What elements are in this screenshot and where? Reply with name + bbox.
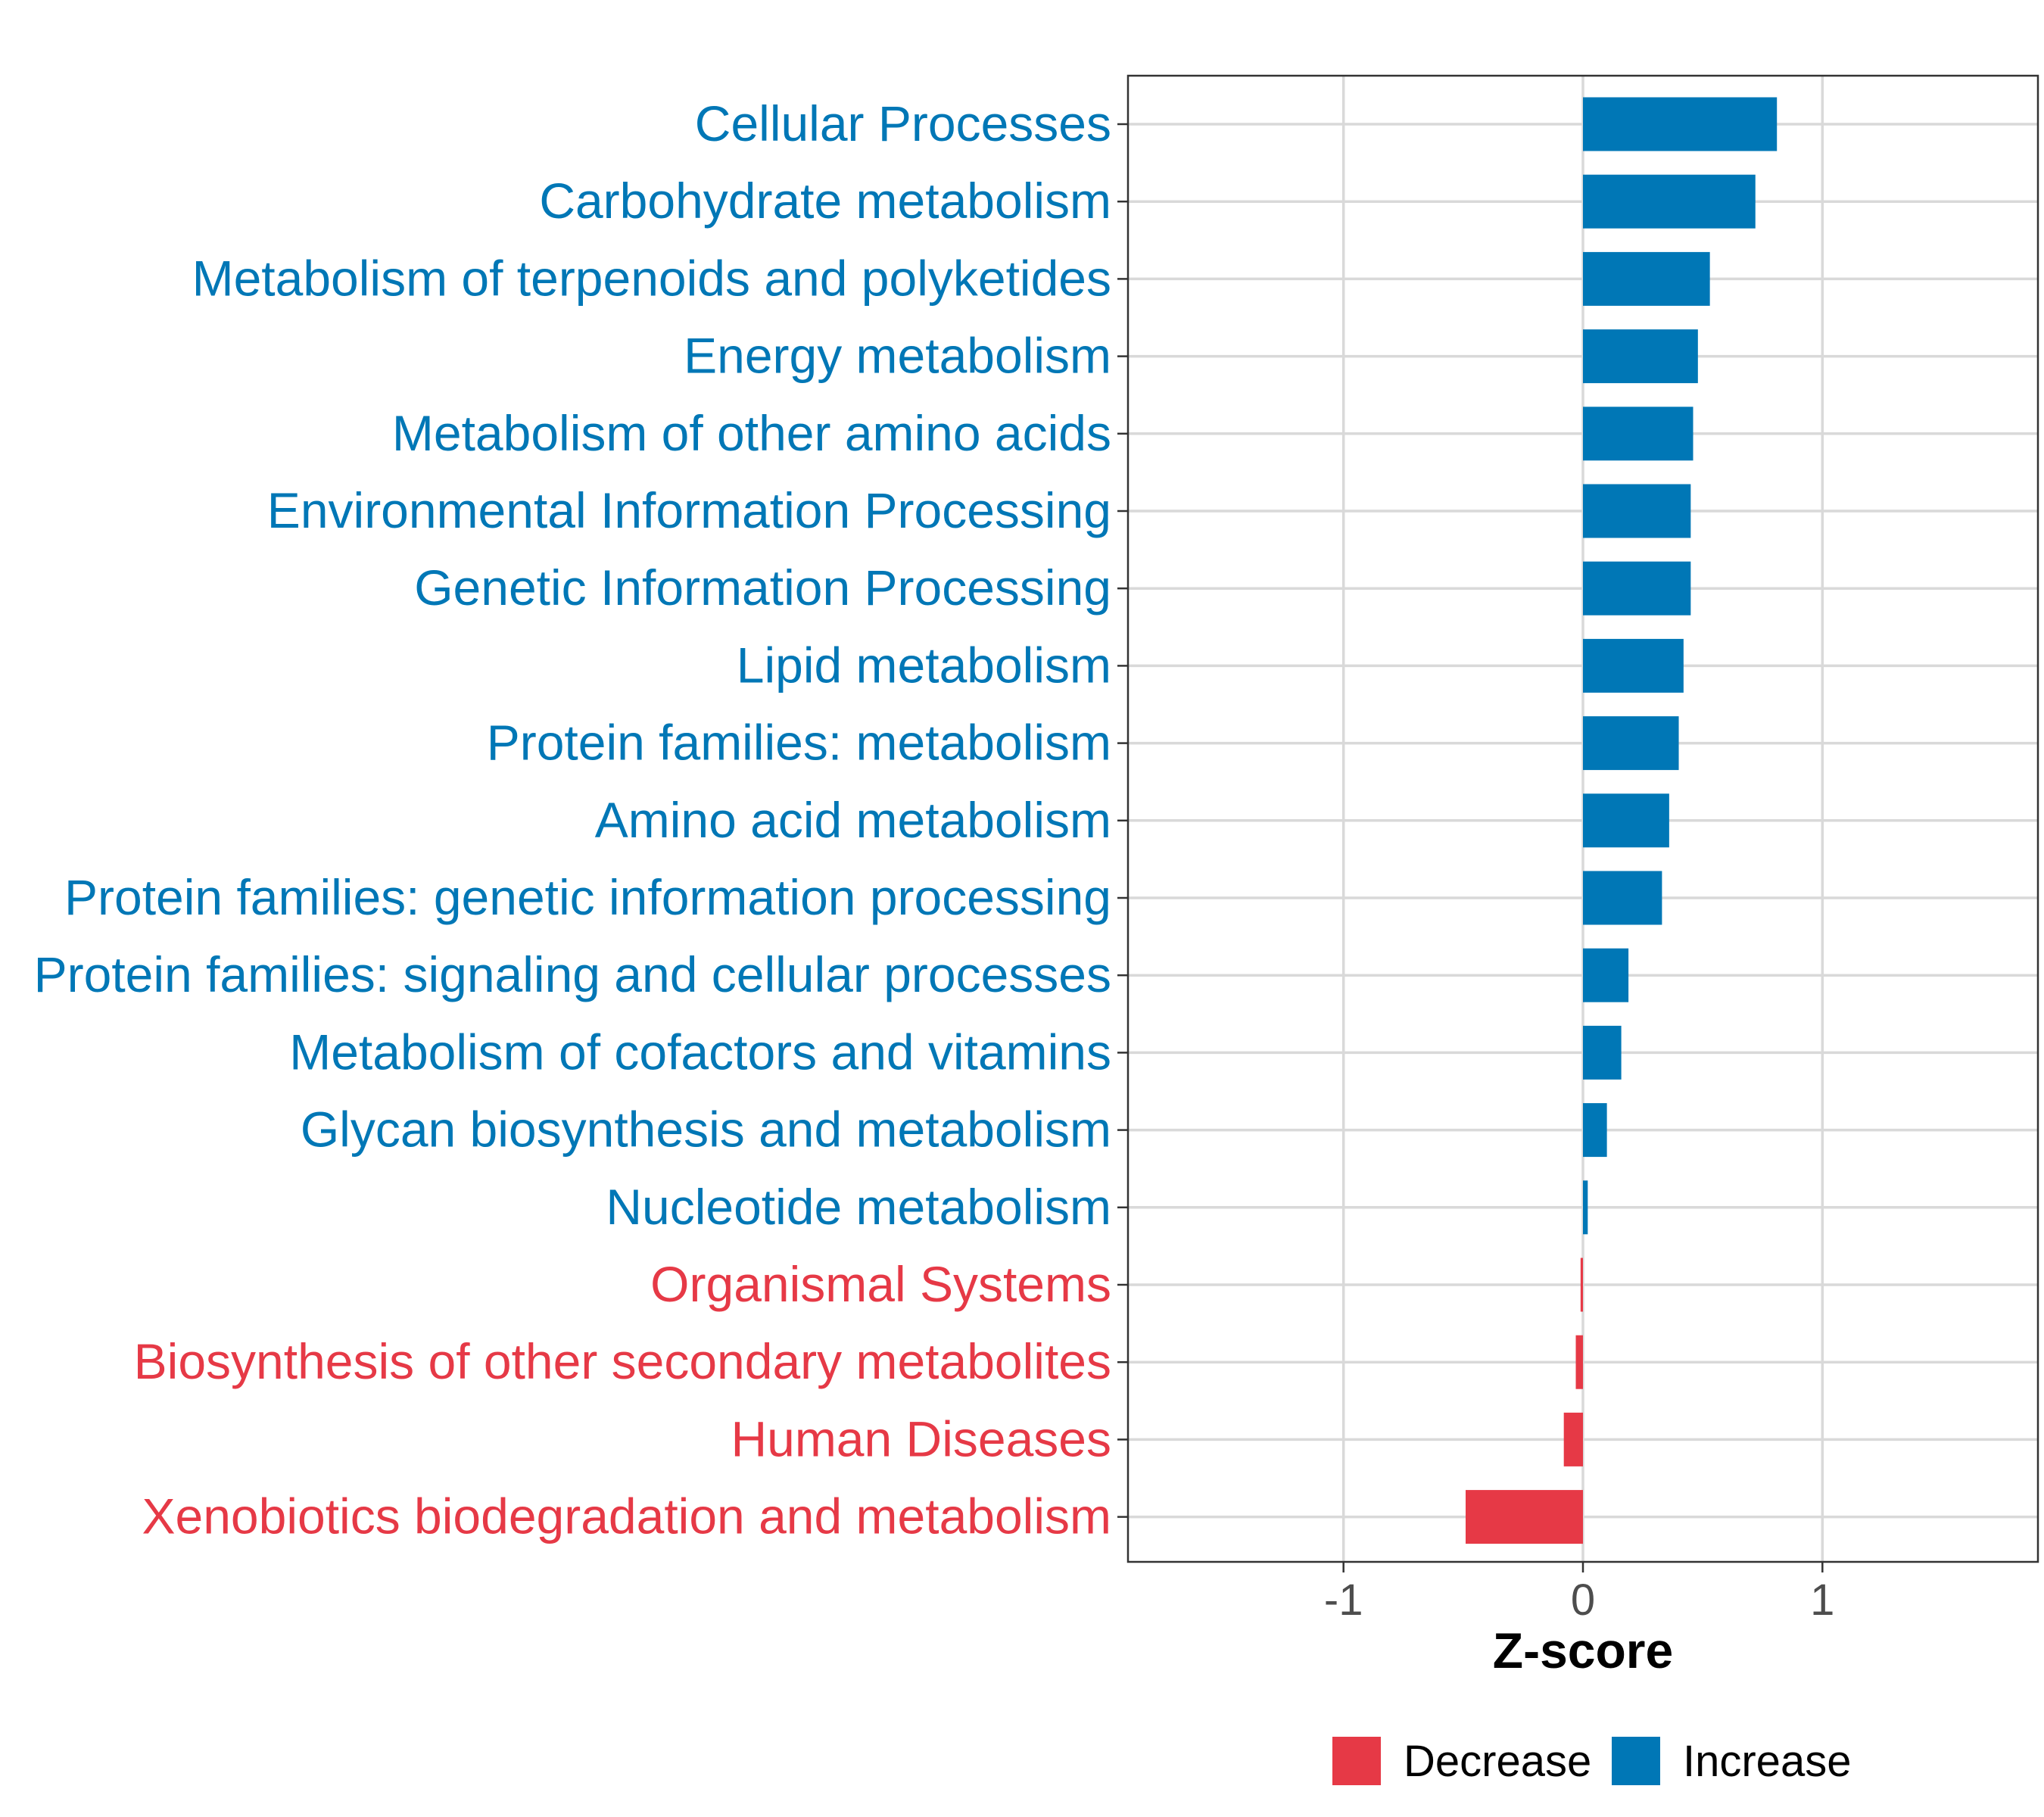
category-label: Environmental Information Processing	[267, 482, 1111, 538]
category-label: Lipid metabolism	[737, 637, 1111, 693]
bar-increase	[1583, 1180, 1588, 1235]
category-label: Human Diseases	[731, 1410, 1111, 1466]
category-label: Protein families: genetic information pr…	[64, 869, 1111, 925]
category-label: Energy metabolism	[684, 328, 1111, 384]
bar-increase	[1583, 638, 1684, 693]
legend: Decrease Increase	[1332, 1737, 1851, 1786]
bar-decrease	[1563, 1412, 1583, 1466]
category-label: Xenobiotics biodegradation and metabolis…	[142, 1488, 1112, 1544]
x-axis-ticks: -1 0 1	[1324, 1562, 1834, 1625]
category-label: Glycan biosynthesis and metabolism	[301, 1102, 1111, 1158]
legend-label-decrease: Decrease	[1404, 1737, 1591, 1786]
legend-label-increase: Increase	[1683, 1737, 1851, 1786]
x-tick-label: -1	[1324, 1575, 1363, 1625]
bar-increase	[1583, 716, 1679, 771]
bar-increase	[1583, 1025, 1622, 1080]
legend-swatch-decrease	[1332, 1737, 1381, 1785]
bar-increase	[1583, 561, 1691, 616]
bar-increase	[1583, 174, 1756, 229]
category-label: Protein families: metabolism	[487, 715, 1111, 771]
category-label: Metabolism of other amino acids	[392, 405, 1111, 461]
category-label: Protein families: signaling and cellular…	[34, 946, 1111, 1002]
y-axis-ticks	[1117, 123, 1128, 1518]
bar-increase	[1583, 948, 1629, 1002]
category-label: Carbohydrate metabolism	[539, 173, 1111, 229]
bar-decrease	[1575, 1335, 1583, 1389]
category-label: Metabolism of cofactors and vitamins	[289, 1024, 1111, 1080]
category-label: Biosynthesis of other secondary metaboli…	[134, 1333, 1111, 1389]
bars	[1466, 97, 1778, 1544]
category-label: Amino acid metabolism	[595, 792, 1111, 848]
category-label: Metabolism of terpenoids and polyketides	[192, 250, 1111, 306]
bar-increase	[1583, 251, 1710, 306]
bar-increase	[1583, 1103, 1607, 1158]
category-label: Nucleotide metabolism	[606, 1179, 1111, 1235]
legend-swatch-increase	[1612, 1737, 1660, 1785]
bar-increase	[1583, 407, 1693, 461]
bar-decrease	[1580, 1258, 1583, 1312]
bar-increase	[1583, 329, 1698, 384]
bar-decrease	[1466, 1490, 1583, 1544]
x-tick-label: 0	[1571, 1575, 1595, 1625]
bar-increase	[1583, 484, 1691, 538]
category-label: Cellular Processes	[695, 95, 1111, 151]
bar-increase	[1583, 871, 1662, 925]
bar-increase	[1583, 97, 1778, 151]
y-axis-labels: Cellular Processes Carbohydrate metabolis…	[34, 95, 1111, 1544]
x-tick-label: 1	[1810, 1575, 1834, 1625]
x-axis-title: Z-score	[1493, 1622, 1673, 1678]
bar-increase	[1583, 793, 1669, 848]
category-label: Organismal Systems	[650, 1256, 1111, 1312]
category-label: Genetic Information Processing	[414, 559, 1111, 616]
